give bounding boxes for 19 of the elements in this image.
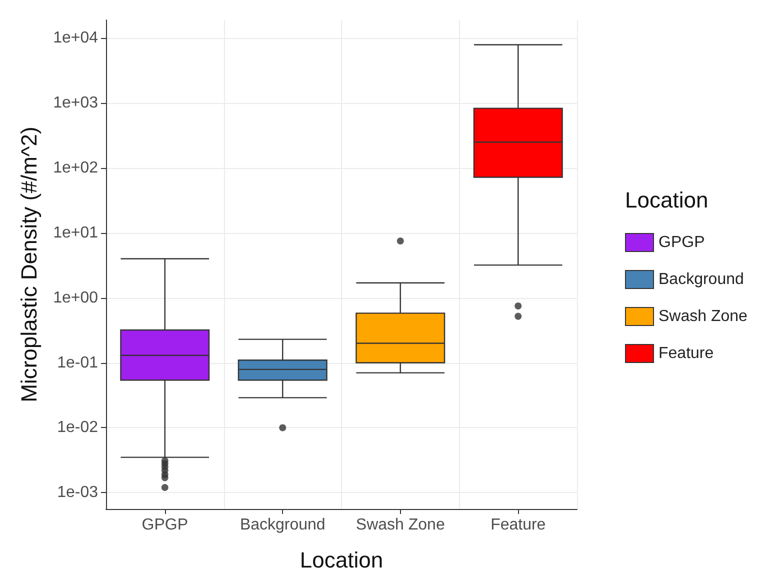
y-tick-label: 1e-02 <box>57 419 98 436</box>
y-axis-title: Microplastic Density (#/m^2) <box>16 126 42 402</box>
y-tick-label: 1e-01 <box>57 354 98 372</box>
y-tick-label: 1e+04 <box>53 30 98 47</box>
legend-label: GPGP <box>658 234 705 251</box>
legend-label: Background <box>658 271 744 288</box>
legend-label: Swash Zone <box>658 308 748 325</box>
y-tick-label: 1e+01 <box>53 224 98 242</box>
legend-label: Feature <box>658 345 714 362</box>
y-tick-label: 1e-03 <box>57 484 98 502</box>
y-tick-label: 1e+03 <box>53 94 98 112</box>
x-axis-title: Location <box>300 548 384 572</box>
x-tick-label: Background <box>240 516 326 534</box>
x-tick-label: GPGP <box>142 516 188 534</box>
x-tick-label: Swash Zone <box>356 516 445 534</box>
y-tick-label: 1e+00 <box>53 289 98 306</box>
legend-title: Location <box>625 188 708 212</box>
x-tick-label: Feature <box>490 516 546 534</box>
y-tick-label: 1e+02 <box>53 159 98 176</box>
